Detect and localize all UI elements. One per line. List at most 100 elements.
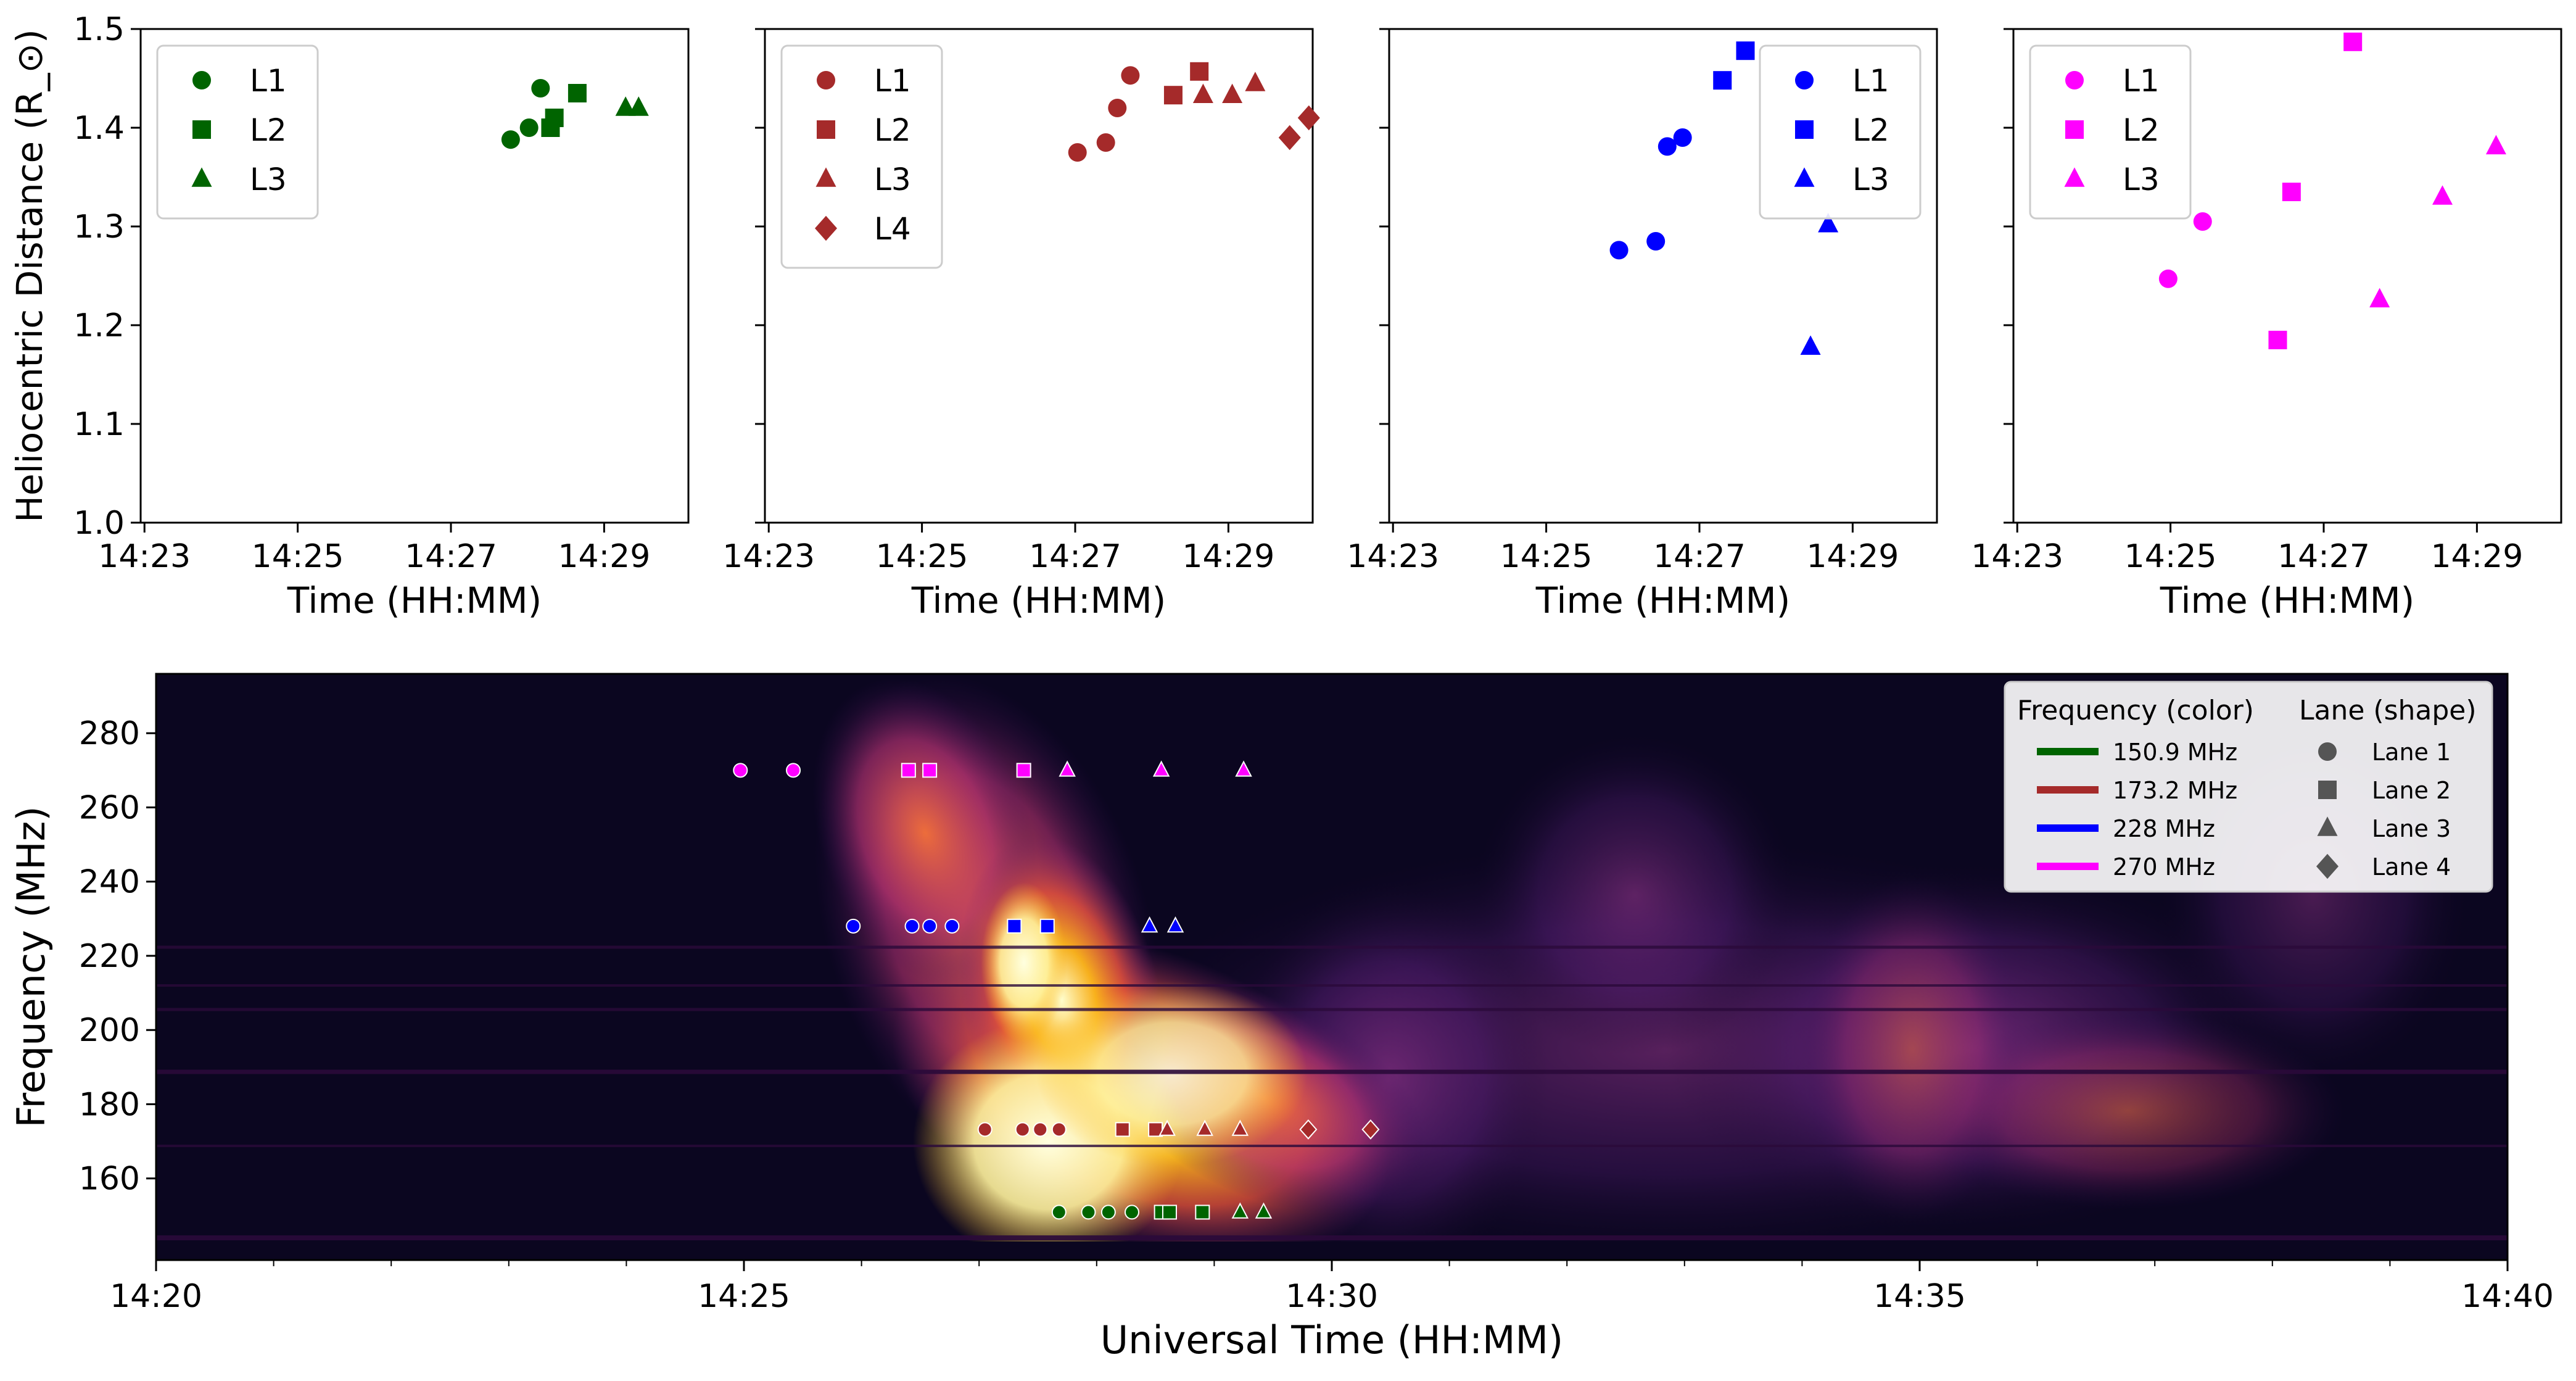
overlay-point <box>1152 760 1170 777</box>
data-point <box>2369 288 2390 308</box>
data-point <box>2282 183 2301 201</box>
legend-label: L2 <box>874 112 911 148</box>
legend-label: L3 <box>1852 162 1889 197</box>
x-tick-label: 14:23 <box>1971 538 2063 575</box>
data-point <box>1190 62 1209 81</box>
x-tick-label: 14:27 <box>2277 538 2370 575</box>
data-point <box>519 118 539 137</box>
legend-label: L3 <box>874 162 911 197</box>
overlay-point <box>944 918 960 934</box>
data-point <box>1657 137 1677 156</box>
legend-label: 150.9 MHz <box>2113 739 2237 766</box>
legend-marker <box>2318 781 2337 799</box>
legend-freq-title: Frequency (color) <box>2017 695 2254 726</box>
data-point <box>1818 213 1839 233</box>
overlay-point <box>1299 1119 1318 1140</box>
legend-label: L1 <box>1852 63 1889 99</box>
data-point <box>1713 71 1732 90</box>
overlay-point <box>1255 1202 1273 1219</box>
legend-label: Lane 2 <box>2372 777 2451 804</box>
legend-marker <box>815 167 836 187</box>
data-point <box>1800 335 1821 355</box>
data-point <box>615 96 636 116</box>
spectrogram-panel: 14:20 14:25 14:30 14:35 14:40 160 180 200 220 240… <box>79 673 2554 1315</box>
legend-marker <box>191 167 212 187</box>
data-point <box>1736 41 1755 60</box>
series-marks <box>501 79 649 149</box>
legend-marker <box>192 120 211 139</box>
data-point <box>1673 128 1692 147</box>
y-tick-label: 160 <box>79 1161 140 1198</box>
legend-marker <box>2316 853 2339 879</box>
legend: L1 L2 L3 <box>2029 44 2192 220</box>
data-point <box>1245 72 1266 91</box>
x-tick-label: 14:27 <box>1653 538 1746 575</box>
data-point <box>1068 143 1087 162</box>
data-point <box>2158 269 2178 288</box>
axis-ticks: 14:20 14:25 14:30 14:35 14:40 160 180 200 220 240… <box>79 715 2554 1315</box>
spectrogram-legend: Frequency (color) Lane (shape) 150.9 MHz… <box>2004 681 2493 893</box>
legend-marker <box>1795 71 1814 89</box>
overlay-point <box>1124 1205 1139 1220</box>
axis-ticks: 14:23 14:25 14:27 14:29 1.0 1.1 1.2 1.3 1.4 1.5 <box>73 11 650 575</box>
x-tick-label: 14:29 <box>1806 538 1899 575</box>
legend-label: Lane 3 <box>2372 815 2451 842</box>
overlay-point <box>1361 1119 1380 1140</box>
overlay-point <box>1162 1205 1177 1220</box>
x-tick-label: 14:25 <box>252 538 344 575</box>
overlay-point <box>1196 1119 1213 1136</box>
data-point <box>1297 105 1320 131</box>
overlay-point <box>1015 1122 1030 1137</box>
legend-box <box>1759 44 1922 220</box>
top-panel-4: 14:23 14:25 14:27 14:29 L1 L2 L3 <box>1971 28 2562 575</box>
overlay-point <box>1081 1205 1096 1220</box>
x-tick-label: 14:23 <box>722 538 815 575</box>
legend-label: L3 <box>2123 162 2160 197</box>
legend-label: 270 MHz <box>2113 853 2215 881</box>
data-point <box>1108 99 1127 117</box>
legend-label: L3 <box>250 162 287 197</box>
overlay-marks <box>733 760 1380 1220</box>
legend: L1 L2 L3 L4 <box>780 44 943 269</box>
legend-marker <box>817 71 835 89</box>
data-point <box>2343 32 2363 51</box>
legend: L1 L2 L3 <box>156 44 319 220</box>
legend-label: L4 <box>874 211 911 247</box>
data-point <box>1163 86 1183 105</box>
overlay-point <box>901 763 916 778</box>
overlay-point <box>904 918 920 934</box>
legend-marker <box>192 71 211 89</box>
legend: L1 L2 L3 <box>1759 44 1922 220</box>
legend-box <box>156 44 319 220</box>
legend-marker <box>1795 120 1814 139</box>
overlay-point <box>977 1122 993 1137</box>
series-marks <box>1068 62 1320 162</box>
data-point <box>1121 66 1140 85</box>
overlay-point <box>1100 1205 1116 1220</box>
overlay-point <box>1059 760 1076 777</box>
x-tick-label: 14:23 <box>1347 538 1439 575</box>
x-tick-label: 14:23 <box>98 538 191 575</box>
y-tick-label: 1.0 <box>73 505 125 542</box>
overlay-point <box>1039 918 1055 934</box>
data-point <box>2432 185 2453 205</box>
overlay-point <box>733 763 748 778</box>
data-point <box>1222 83 1243 103</box>
legend-label: L2 <box>250 112 287 148</box>
spectrogram-image <box>156 674 2508 1260</box>
legend-label: Lane 1 <box>2372 739 2451 766</box>
overlay-point <box>1231 1119 1249 1136</box>
overlay-point <box>1235 760 1252 777</box>
legend-label: 173.2 MHz <box>2113 777 2237 804</box>
data-point <box>1192 83 1213 103</box>
data-point <box>568 84 587 102</box>
data-point <box>2193 212 2212 231</box>
overlay-point <box>1141 916 1158 933</box>
x-tick-label: 14:29 <box>558 538 650 575</box>
axis-ticks: 14:23 14:25 14:27 14:29 <box>1347 28 1899 575</box>
y-tick-label: 260 <box>79 789 140 826</box>
bottom-y-axis-label: Frequency (MHz) <box>9 806 54 1127</box>
x-tick-label: 14:20 <box>110 1278 202 1315</box>
legend-label: Lane 4 <box>2372 853 2451 881</box>
y-tick-label: 200 <box>79 1012 140 1049</box>
